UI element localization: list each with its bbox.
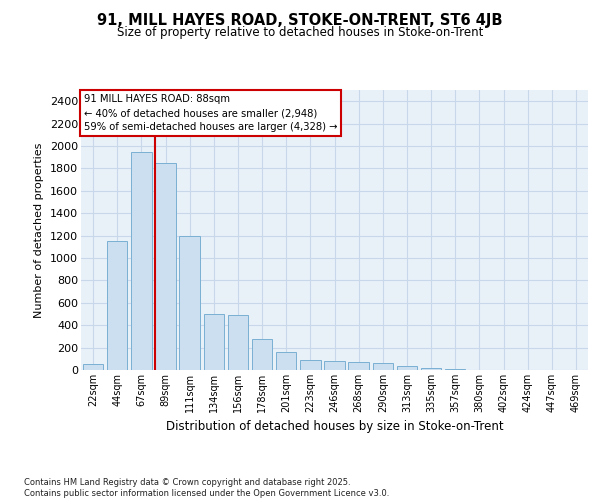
Bar — [227, 315, 248, 370]
Bar — [397, 366, 417, 370]
Bar — [107, 241, 127, 370]
Text: Size of property relative to detached houses in Stoke-on-Trent: Size of property relative to detached ho… — [117, 26, 483, 39]
Bar — [179, 236, 200, 370]
X-axis label: Distribution of detached houses by size in Stoke-on-Trent: Distribution of detached houses by size … — [166, 420, 503, 434]
Bar — [324, 361, 345, 370]
Bar — [421, 368, 442, 370]
Text: Contains HM Land Registry data © Crown copyright and database right 2025.
Contai: Contains HM Land Registry data © Crown c… — [24, 478, 389, 498]
Bar — [203, 314, 224, 370]
Text: 91 MILL HAYES ROAD: 88sqm
← 40% of detached houses are smaller (2,948)
59% of se: 91 MILL HAYES ROAD: 88sqm ← 40% of detac… — [83, 94, 337, 132]
Bar — [155, 163, 176, 370]
Bar — [83, 364, 103, 370]
Bar — [349, 362, 369, 370]
Bar — [373, 364, 393, 370]
Text: 91, MILL HAYES ROAD, STOKE-ON-TRENT, ST6 4JB: 91, MILL HAYES ROAD, STOKE-ON-TRENT, ST6… — [97, 12, 503, 28]
Bar — [276, 352, 296, 370]
Bar — [252, 338, 272, 370]
Bar — [300, 360, 320, 370]
Bar — [131, 152, 152, 370]
Y-axis label: Number of detached properties: Number of detached properties — [34, 142, 44, 318]
